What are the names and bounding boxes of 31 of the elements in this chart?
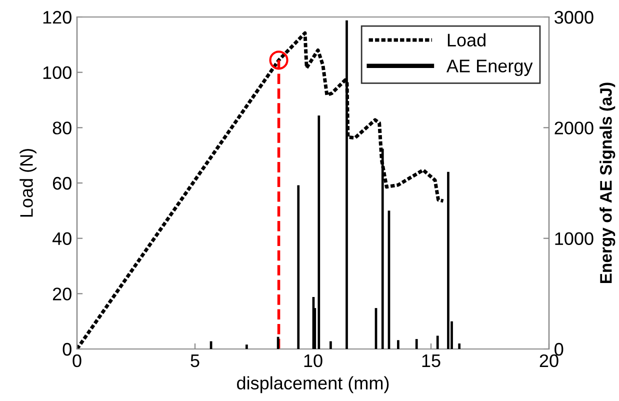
x-tick-label: 0 [72,354,82,368]
y2-tick-label: 1000 [555,232,594,246]
bar [415,339,418,349]
bar [246,344,248,349]
x-tick-label: 5 [190,354,200,368]
legend-label: Load [448,33,486,47]
y-axis-title: Load (N) [20,148,36,217]
y-tick-label: 60 [52,176,72,190]
y-tick-label: 80 [52,122,72,134]
y2-tick-label: 0 [554,342,564,356]
x-tick-label: 15 [422,354,440,368]
y-tick-label: 40 [52,232,72,246]
y-tick-label: 20 [52,288,72,300]
bar [436,336,439,349]
bar [318,115,320,349]
y2-tick-label: 3000 [554,10,594,24]
bar [330,341,332,349]
y-tick-label: 100 [43,66,72,80]
bar [276,336,280,349]
y-tick-label: 120 [43,10,72,24]
bar [397,340,400,349]
bar [447,172,450,349]
bar [458,343,460,349]
y2-axis-title: Energy of AE Signals (aJ) [600,82,616,283]
y2-tick-label: 2000 [554,122,594,134]
y-tick-label: 0 [62,342,72,356]
legend-label: AE Energy [446,60,533,76]
x-tick-label: 20 [540,354,558,368]
x-axis-title: displacement (mm) [237,376,389,394]
x-tick-label: 10 [304,354,322,368]
bar [297,185,300,349]
